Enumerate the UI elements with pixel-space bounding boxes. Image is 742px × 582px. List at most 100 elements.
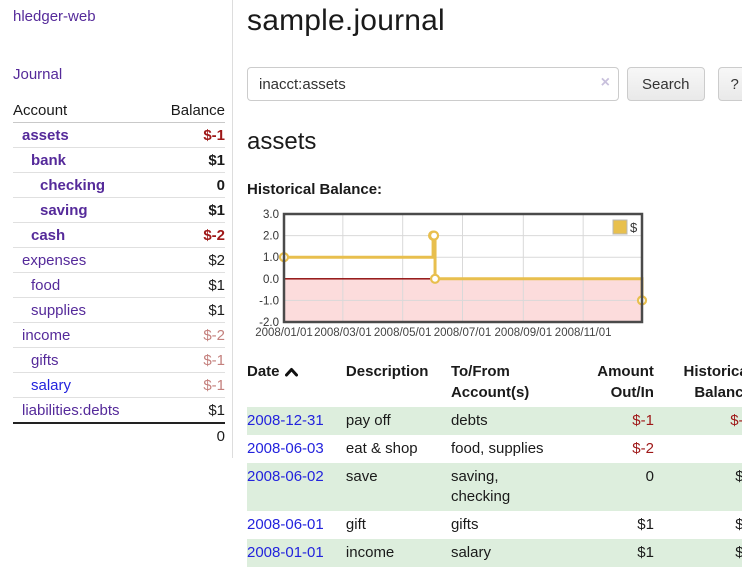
svg-text:2008/07/01: 2008/07/01 <box>434 327 492 339</box>
register-header-accounts: To/From Account(s) <box>450 363 530 401</box>
transaction-date-link[interactable]: 2008-01-01 <box>247 544 324 561</box>
account-balance: 0 <box>153 172 225 198</box>
app-brand-link[interactable]: hledger-web <box>13 8 96 25</box>
transaction-amount: $-2 <box>632 440 654 457</box>
svg-text:0.0: 0.0 <box>263 274 279 286</box>
account-link-supplies[interactable]: supplies <box>31 302 87 319</box>
transaction-accounts: food, supplies <box>450 440 544 457</box>
svg-text:-1.0: -1.0 <box>259 295 279 307</box>
transaction-description: save <box>345 468 378 485</box>
svg-text:3.0: 3.0 <box>263 209 279 221</box>
register-table: Date Description To/From Account(s) Amoun… <box>247 361 742 567</box>
transaction-amount: $1 <box>637 516 654 533</box>
transaction-date-link[interactable]: 2008-12-31 <box>247 412 324 429</box>
table-row: 2008-12-31 pay off debts $-1 $-1 <box>247 407 742 435</box>
help-button[interactable]: ? <box>717 67 742 101</box>
table-row: salary $-1 <box>13 372 225 398</box>
transaction-date-link[interactable]: 2008-06-02 <box>247 468 324 485</box>
svg-text:-2.0: -2.0 <box>259 317 279 329</box>
search-bar: × Search ? <box>247 67 742 101</box>
svg-text:2008/01/01: 2008/01/01 <box>255 327 313 339</box>
transaction-accounts: gifts <box>450 516 479 533</box>
svg-text:$: $ <box>630 220 638 235</box>
transaction-date-link[interactable]: 2008-06-01 <box>247 516 324 533</box>
account-link-liabilities-debts[interactable]: liabilities:debts <box>22 402 120 419</box>
journal-nav-link[interactable]: Journal <box>13 66 63 83</box>
transaction-accounts: saving, checking <box>450 468 511 505</box>
table-row: 2008-06-02 save saving, checking 0 $2 <box>247 463 742 511</box>
account-balance: $-1 <box>153 347 225 373</box>
account-link-gifts[interactable]: gifts <box>31 352 59 369</box>
table-row: income $-2 <box>13 322 225 348</box>
table-row: 2008-06-03 eat & shop food, supplies $-2… <box>247 435 742 463</box>
account-balance: $1 <box>153 197 225 223</box>
account-link-cash[interactable]: cash <box>31 227 66 244</box>
table-row: 2008-06-01 gift gifts $1 $2 <box>247 511 742 539</box>
account-balance: $1 <box>153 272 225 298</box>
account-balance: $2 <box>153 247 225 273</box>
table-row: 2008-01-01 income salary $1 $1 <box>247 539 742 567</box>
table-row: liabilities:debts $1 <box>13 397 225 424</box>
transaction-description: eat & shop <box>345 440 418 457</box>
transaction-date-link[interactable]: 2008-06-03 <box>247 440 324 457</box>
account-link-checking[interactable]: checking <box>40 177 106 194</box>
table-row: expenses $2 <box>13 247 225 273</box>
svg-text:2008/03/01: 2008/03/01 <box>314 327 372 339</box>
transaction-balance: $2 <box>735 516 742 533</box>
accounts-table: Account Balance assets $-1 bank $1 check… <box>13 98 225 448</box>
account-balance: $1 <box>153 297 225 323</box>
main-content: sample.journal × Search ? assets Histori… <box>233 0 742 567</box>
table-row: supplies $1 <box>13 297 225 323</box>
account-link-bank[interactable]: bank <box>31 152 67 169</box>
account-heading: assets <box>247 128 317 155</box>
accounts-total-value: 0 <box>153 422 225 448</box>
transaction-accounts: debts <box>450 412 488 429</box>
search-button[interactable]: Search <box>627 67 705 101</box>
account-link-income[interactable]: income <box>22 327 71 344</box>
account-link-assets[interactable]: assets <box>22 127 69 144</box>
account-link-salary[interactable]: salary <box>31 377 72 394</box>
accounts-header-account: Account <box>13 98 154 123</box>
transaction-amount: $1 <box>637 544 654 561</box>
register-header-date[interactable]: Date <box>247 361 346 407</box>
table-row: food $1 <box>13 272 225 298</box>
transaction-accounts: salary <box>450 544 491 561</box>
svg-text:1.0: 1.0 <box>263 252 279 264</box>
transaction-balance: $-1 <box>730 412 742 429</box>
transaction-balance: $2 <box>735 468 742 485</box>
svg-text:2.0: 2.0 <box>263 231 279 243</box>
account-link-expenses[interactable]: expenses <box>22 252 87 269</box>
account-link-food[interactable]: food <box>31 277 61 294</box>
search-input[interactable] <box>247 67 619 101</box>
svg-text:2008/05/01: 2008/05/01 <box>374 327 432 339</box>
sidebar: hledger-web Journal Account Balance asse… <box>0 0 233 458</box>
svg-text:2008/11/01: 2008/11/01 <box>555 327 612 339</box>
transaction-description: income <box>345 544 395 561</box>
account-balance: $1 <box>153 147 225 173</box>
svg-text:2008/09/01: 2008/09/01 <box>495 327 553 339</box>
account-balance: $-1 <box>153 372 225 398</box>
transaction-balance: $1 <box>735 544 742 561</box>
table-row: cash $-2 <box>13 222 225 248</box>
page-title: sample.journal <box>247 4 445 37</box>
sort-ascending-icon <box>284 362 298 383</box>
register-header-description: Description <box>345 363 429 380</box>
register-header-amount: Amount Out/In <box>597 363 654 401</box>
transaction-description: pay off <box>345 412 391 429</box>
table-row: saving $1 <box>13 197 225 223</box>
historical-balance-chart: 3.0 2.0 1.0 0.0 -1.0 -2.0 2008/01/01 2008/03/01… <box>247 205 742 343</box>
chart-legend: $ <box>612 219 638 235</box>
transaction-description: gift <box>345 516 366 533</box>
accounts-total-row: 0 <box>13 422 225 448</box>
account-balance: $-2 <box>153 222 225 248</box>
account-balance: $-1 <box>153 122 225 148</box>
transaction-balance: 0 <box>654 435 742 463</box>
account-link-saving[interactable]: saving <box>40 202 88 219</box>
clear-search-icon[interactable]: × <box>600 74 610 91</box>
table-row: checking 0 <box>13 172 225 198</box>
table-row: gifts $-1 <box>13 347 225 373</box>
transaction-amount: $-1 <box>632 412 654 429</box>
account-balance: $-2 <box>153 322 225 348</box>
chart-label: Historical Balance: <box>247 181 383 198</box>
